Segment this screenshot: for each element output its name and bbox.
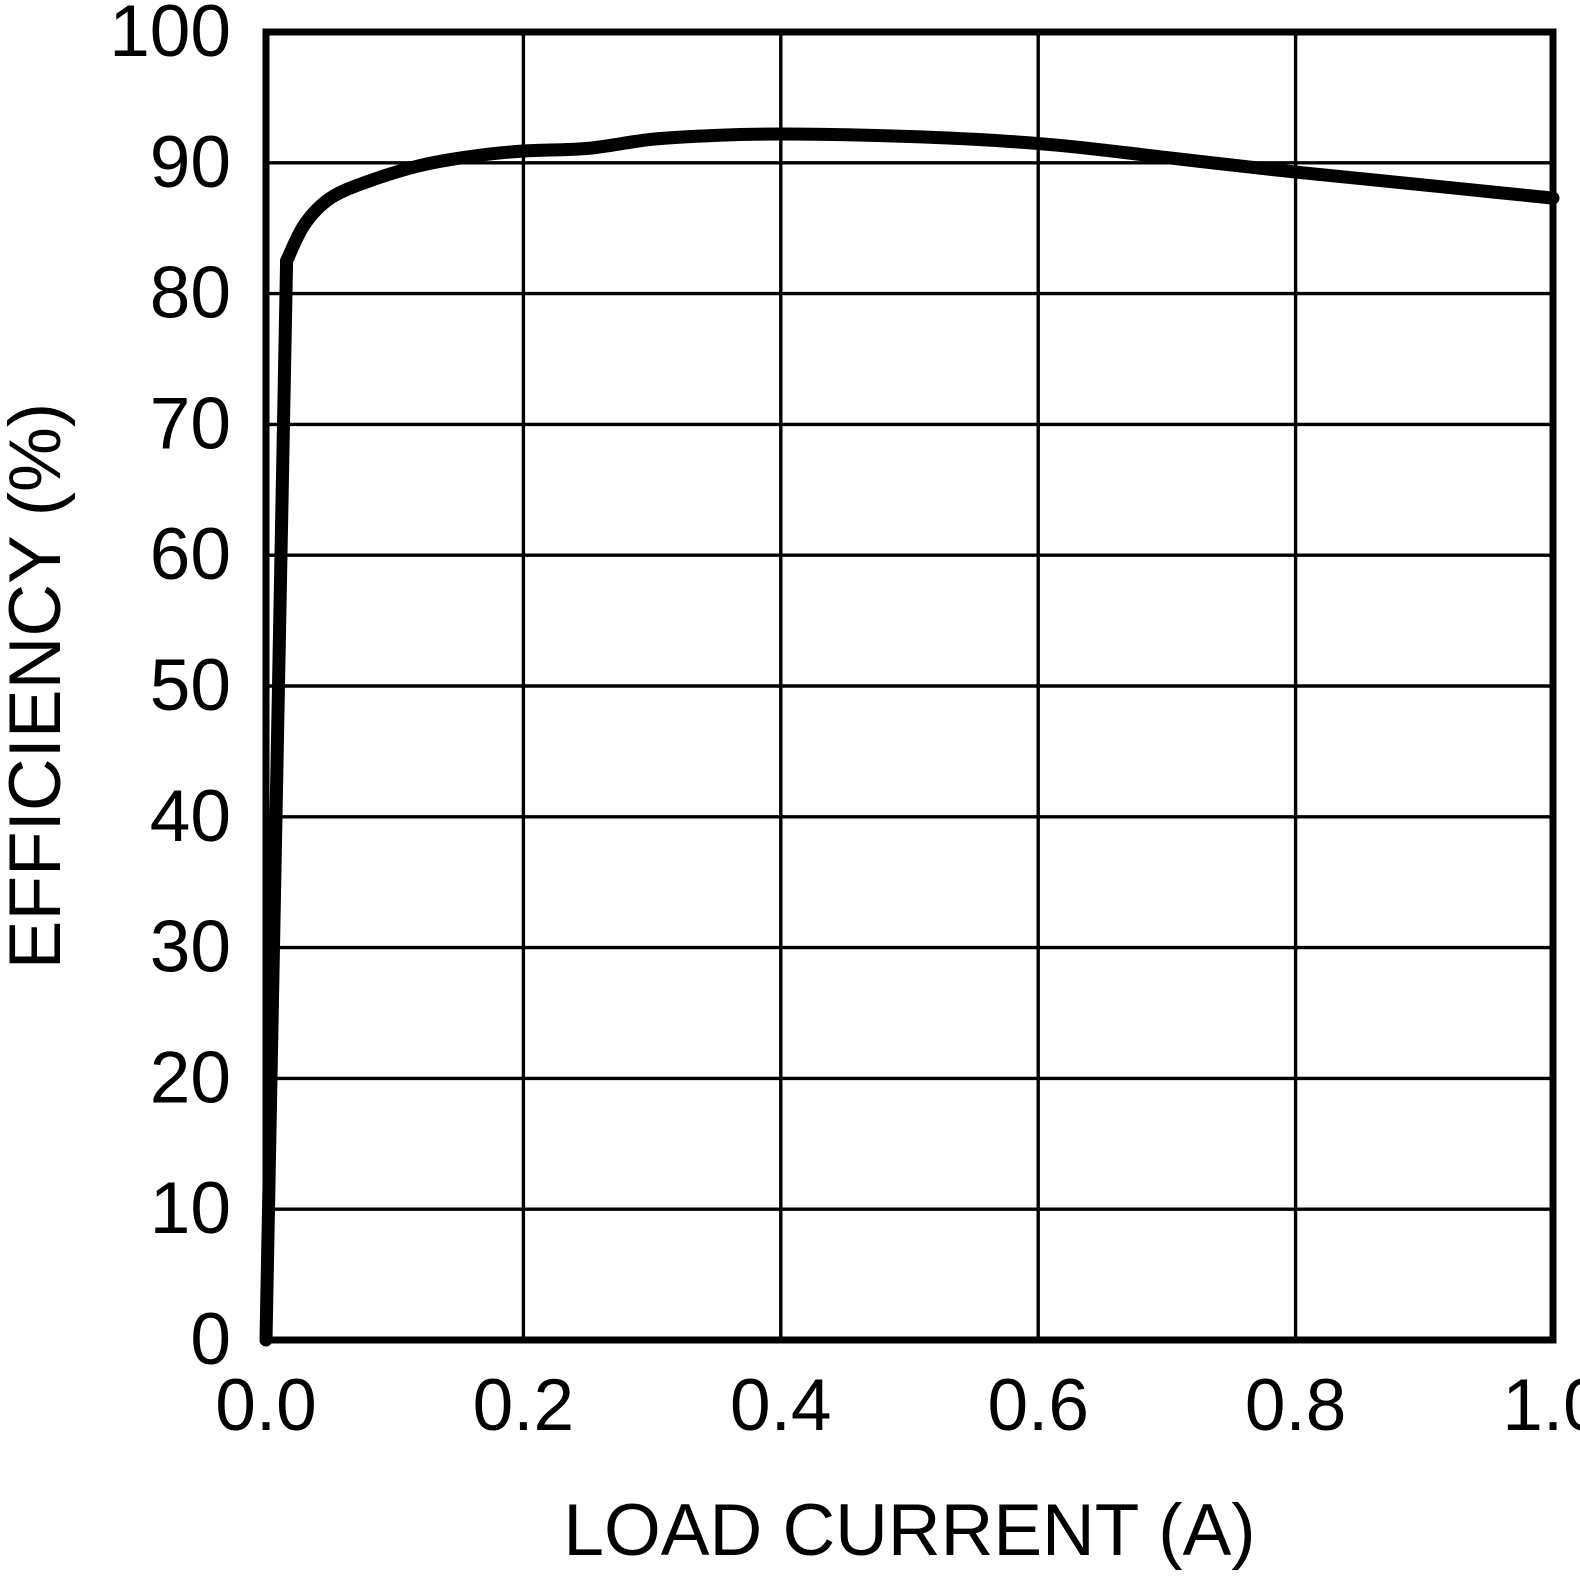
svg-text:1.0: 1.0 — [1502, 1365, 1580, 1446]
svg-text:EFFICIENCY (%): EFFICIENCY (%) — [0, 403, 76, 969]
svg-text:0: 0 — [190, 1299, 231, 1380]
svg-text:70: 70 — [150, 383, 231, 464]
svg-text:90: 90 — [150, 122, 231, 203]
svg-text:0.8: 0.8 — [1245, 1365, 1346, 1446]
svg-text:80: 80 — [150, 253, 231, 334]
svg-text:LOAD CURRENT (A): LOAD CURRENT (A) — [563, 1490, 1255, 1571]
svg-text:100: 100 — [109, 0, 231, 72]
svg-text:10: 10 — [150, 1168, 231, 1249]
svg-text:0.6: 0.6 — [987, 1365, 1088, 1446]
svg-text:0.4: 0.4 — [730, 1365, 831, 1446]
svg-text:60: 60 — [150, 514, 231, 595]
svg-text:30: 30 — [150, 907, 231, 988]
svg-text:50: 50 — [150, 645, 231, 726]
svg-text:20: 20 — [150, 1037, 231, 1118]
svg-text:0.2: 0.2 — [473, 1365, 574, 1446]
svg-text:40: 40 — [150, 776, 231, 857]
